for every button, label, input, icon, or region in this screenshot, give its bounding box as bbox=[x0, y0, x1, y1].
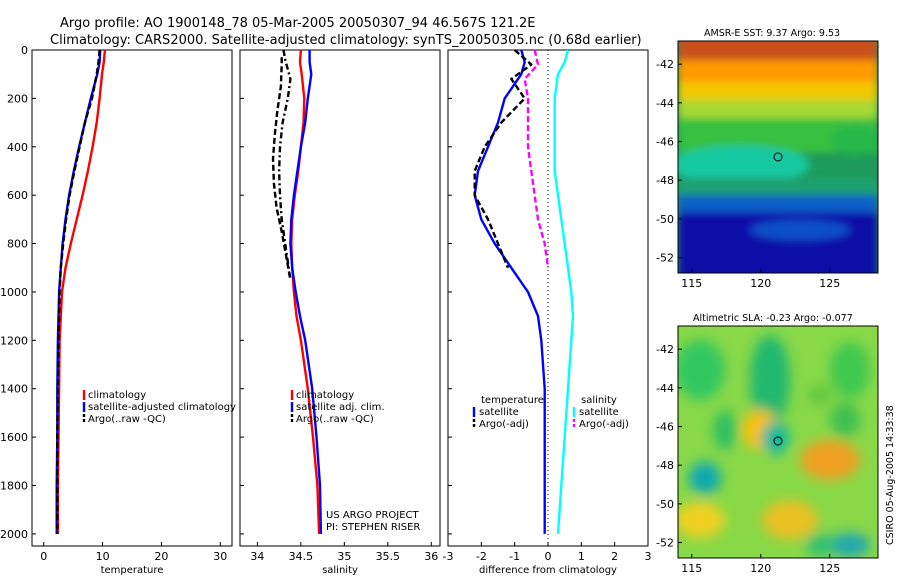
map-x-tick-label: 120 bbox=[750, 562, 771, 575]
map-y-tick-label: -48 bbox=[656, 459, 674, 472]
series-line bbox=[271, 57, 292, 281]
y-tick-label: 2000 bbox=[0, 528, 28, 541]
map-y-tick-label: -52 bbox=[656, 252, 674, 265]
pi-text: PI: STEPHEN RISER bbox=[326, 522, 420, 533]
map-y-tick-label: -42 bbox=[656, 343, 674, 356]
x-tick-label: 0 bbox=[40, 550, 47, 563]
legend-label: satellite bbox=[579, 407, 619, 418]
map-x-tick-label: 125 bbox=[819, 277, 840, 290]
x-tick-label: 34.5 bbox=[289, 550, 314, 563]
credit-text: US ARGO PROJECT bbox=[326, 510, 420, 521]
map-x-tick-label: 120 bbox=[750, 277, 771, 290]
legend-label: temperature bbox=[481, 395, 544, 406]
difference-panel: -3 -2 -1 0 1 2 3 difference from climatology tem… bbox=[443, 49, 652, 576]
x-tick-label: 2 bbox=[611, 550, 618, 563]
sla-map-frame bbox=[677, 325, 879, 559]
plot-frame bbox=[239, 49, 441, 547]
legend-label: Argo(-adj) bbox=[579, 419, 629, 430]
map-y-tick-label: -46 bbox=[656, 136, 674, 149]
y-tick-label: 1200 bbox=[0, 334, 28, 347]
y-tick-label: 1000 bbox=[0, 286, 28, 299]
map-y-tick-label: -52 bbox=[656, 537, 674, 550]
map-y-tick-label: -44 bbox=[656, 97, 674, 110]
series-line bbox=[56, 49, 107, 534]
map-y-tick-label: -50 bbox=[656, 213, 674, 226]
x-tick-label: 3 bbox=[645, 550, 652, 563]
y-tick-label: 200 bbox=[7, 92, 28, 105]
map-y-tick-label: -42 bbox=[656, 58, 674, 71]
series-line bbox=[277, 49, 292, 281]
y-tick-label: 600 bbox=[7, 189, 28, 202]
legend-label: satellite-adjusted climatology bbox=[88, 402, 236, 413]
series-line bbox=[473, 49, 533, 269]
sst-map: AMSR-E SST: 9.37 Argo: 9.53 115 120 125 -42… bbox=[656, 28, 879, 290]
sla-map-title: Altimetric SLA: -0.23 Argo: -0.077 bbox=[693, 313, 853, 324]
series-line bbox=[523, 49, 550, 268]
map-x-tick-label: 115 bbox=[681, 277, 702, 290]
x-tick-label: 10 bbox=[96, 550, 110, 563]
map-y-tick-label: -46 bbox=[656, 421, 674, 434]
timestamp-stamp: CSIRO 05-Aug-2005 14:33:38 bbox=[885, 405, 896, 545]
figure-title-line2: Climatology: CARS2000. Satellite-adjuste… bbox=[50, 33, 642, 48]
legend-label: climatology bbox=[88, 390, 146, 401]
y-tick-label: 400 bbox=[7, 141, 28, 154]
temperature-panel: 0 10 20 30 temperature 0 200 400 600 800 1000 1200 1… bbox=[0, 44, 236, 576]
y-tick-label: 800 bbox=[7, 238, 28, 251]
legend-label: salinity bbox=[581, 395, 617, 406]
figure-title-line1: Argo profile: AO 1900148_78 05-Mar-2005 … bbox=[60, 16, 536, 31]
x-tick-label: 34 bbox=[250, 550, 264, 563]
x-tick-label: -2 bbox=[476, 550, 487, 563]
x-axis-label: salinity bbox=[322, 565, 358, 576]
x-tick-label: 36 bbox=[424, 550, 438, 563]
map-y-tick-label: -44 bbox=[656, 382, 674, 395]
x-tick-label: 30 bbox=[213, 550, 227, 563]
map-y-tick-label: -50 bbox=[656, 498, 674, 511]
y-tick-label: 1400 bbox=[0, 383, 28, 396]
series-line bbox=[289, 50, 323, 534]
y-tick-label: 0 bbox=[21, 44, 28, 57]
x-tick-label: 35.5 bbox=[376, 550, 401, 563]
series-line bbox=[55, 49, 102, 534]
sla-map: Altimetric SLA: -0.23 Argo: -0.077 115 12… bbox=[656, 313, 879, 575]
map-x-tick-label: 115 bbox=[681, 562, 702, 575]
map-x-tick-label: 125 bbox=[819, 562, 840, 575]
series-line bbox=[56, 49, 101, 534]
legend-label: Argo(..raw -QC) bbox=[88, 414, 166, 425]
sst-argo-marker bbox=[773, 152, 783, 162]
sst-map-frame bbox=[677, 40, 879, 274]
legend-label: climatology bbox=[296, 390, 354, 401]
series-line bbox=[473, 49, 546, 534]
y-tick-label: 1800 bbox=[0, 480, 28, 493]
x-axis-label: difference from climatology bbox=[479, 565, 617, 576]
y-tick-label: 1600 bbox=[0, 431, 28, 444]
series-line bbox=[553, 49, 575, 534]
x-tick-label: 1 bbox=[578, 550, 585, 563]
sst-map-title: AMSR-E SST: 9.37 Argo: 9.53 bbox=[704, 28, 840, 39]
sla-argo-marker bbox=[773, 436, 783, 446]
x-axis-label: temperature bbox=[101, 565, 164, 576]
x-tick-label: -1 bbox=[509, 550, 520, 563]
plot-frame bbox=[31, 49, 233, 547]
legend-label: satellite bbox=[479, 407, 519, 418]
salinity-panel: 34 34.5 35 35.5 36 salinity climatologysatelli… bbox=[239, 49, 441, 576]
legend-label: Argo(..raw -QC) bbox=[296, 414, 374, 425]
x-tick-label: -3 bbox=[443, 550, 454, 563]
x-tick-label: 35 bbox=[337, 550, 351, 563]
x-tick-label: 0 bbox=[545, 550, 552, 563]
map-y-tick-label: -48 bbox=[656, 174, 674, 187]
x-tick-label: 20 bbox=[154, 550, 168, 563]
legend-label: satellite adj. clim. bbox=[296, 402, 385, 413]
legend-label: Argo(-adj) bbox=[479, 419, 529, 430]
